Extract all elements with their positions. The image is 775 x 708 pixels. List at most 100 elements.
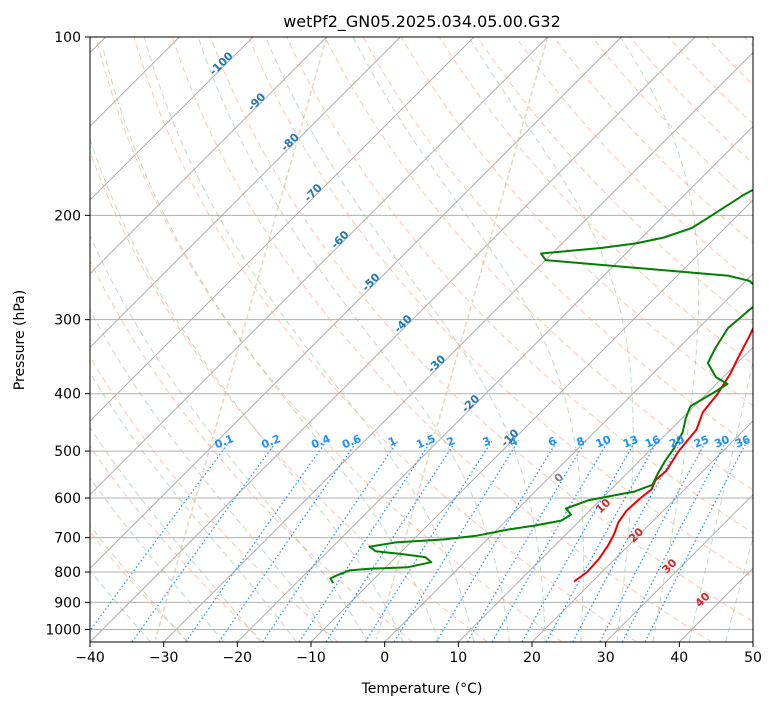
isotherm-line [384, 272, 753, 642]
isotherm-line [531, 420, 753, 642]
isotherm-line [457, 346, 753, 642]
dry-adiabat-line [286, 37, 753, 534]
isotherm-line [90, 37, 475, 422]
moist-adiabat-line [352, 37, 584, 642]
y-tick-label: 800 [54, 565, 81, 581]
isotherm-line [90, 37, 696, 642]
moist-adiabat-line [90, 477, 225, 642]
isotherm-line [90, 37, 254, 201]
moist-adiabat-line [90, 426, 261, 642]
moist-adiabat-line [90, 137, 404, 642]
dry-adiabat-line [210, 37, 753, 623]
y-tick-label: 400 [54, 387, 81, 403]
moist-adiabat-line [197, 37, 510, 642]
isotherm-line [90, 37, 549, 496]
x-tick-label: −40 [75, 650, 105, 666]
x-axis-label: Temperature (°C) [361, 681, 483, 697]
mixing-ratio-label: 8 [575, 434, 587, 449]
mixing-ratio-label: 2 [445, 434, 457, 449]
dry-adiabat-line [553, 37, 753, 244]
y-tick-label: 600 [54, 491, 81, 507]
isotherm-line [236, 125, 753, 642]
temperature-line [573, 326, 753, 583]
mixing-ratio-label: 36 [733, 433, 752, 451]
x-tick-label: −10 [296, 650, 326, 666]
x-tick-label: 10 [449, 650, 467, 666]
moist-adiabat-line [102, 49, 440, 642]
dry-adiabat-line [133, 37, 638, 642]
y-tick-label: 700 [54, 531, 81, 547]
x-tick-label: 40 [670, 650, 688, 666]
moist-adiabat-line [688, 358, 753, 642]
profile-series [329, 188, 753, 584]
dry-adiabat-line [90, 445, 264, 642]
moist-adiabat-line [725, 536, 753, 642]
dry-adiabat-line [515, 37, 753, 284]
mixing-ratio-label: 20 [667, 433, 686, 451]
mixing-ratio-label: 13 [621, 433, 640, 451]
x-axis: −40 −30 −20 −10 0 10 20 30 40 50 [75, 642, 762, 666]
x-tick-label: −30 [149, 650, 179, 666]
mixing-ratio-line [393, 440, 520, 642]
moist-adiabat-line [90, 234, 369, 642]
isotherm-line [90, 37, 328, 275]
isotherm-line [90, 37, 401, 349]
mixing-ratio-line [185, 440, 328, 642]
mixing-ratio-line [466, 440, 587, 642]
dry-adiabat-line [400, 37, 753, 407]
mixing-ratio-line [435, 440, 558, 642]
moist-adiabat-line [143, 37, 475, 642]
y-tick-label: 900 [54, 595, 81, 611]
y-tick-label: 300 [54, 313, 81, 329]
x-tick-label: 30 [597, 650, 615, 666]
mixing-ratio-line [298, 440, 432, 642]
x-tick-label: −20 [223, 650, 253, 666]
x-tick-label: 20 [523, 650, 541, 666]
mixing-ratio-line [491, 440, 609, 642]
y-tick-label: 100 [54, 30, 81, 46]
y-axis-label: Pressure (hPa) [12, 290, 28, 390]
moist-adiabat-line [265, 37, 546, 642]
mixing-ratio-line [262, 440, 399, 642]
x-tick-label: 0 [380, 650, 389, 666]
mixing-ratio-label: 16 [643, 433, 662, 451]
isotherm-line [90, 37, 622, 570]
mixing-ratio-line [90, 440, 231, 632]
dry-adiabat-line [362, 37, 753, 449]
dry-adiabat-line [90, 259, 414, 642]
dry-adiabat-line [90, 150, 488, 642]
chart-title: wetPf2_GN05.2025.034.05.00.G32 [283, 12, 561, 32]
adiabat-lines [90, 37, 753, 642]
mixing-ratio-line [545, 440, 659, 642]
mixing-ratio-line [521, 440, 637, 642]
y-axis: 100 200 300 400 500 600 700 800 900 1000 [45, 30, 90, 638]
dewpoint-line [329, 188, 753, 584]
mixing-ratio-line [131, 440, 278, 642]
mixing-ratio-line [325, 440, 457, 642]
dry-adiabat-line [438, 37, 753, 366]
moist-adiabat-line [90, 308, 333, 642]
isotherm-line [605, 493, 753, 642]
mixing-ratio-line [364, 440, 493, 642]
mixing-ratio-label: 30 [712, 433, 731, 451]
y-tick-label: 500 [54, 444, 81, 460]
y-tick-label: 200 [54, 208, 81, 224]
mixing-ratio-label: 25 [692, 433, 711, 451]
plot-frame [89, 36, 754, 643]
mixing-ratio-label: 1 [386, 434, 398, 449]
moist-adiabat-line [90, 371, 297, 642]
dry-adiabat-line [248, 37, 753, 578]
mixing-ratio-label: 10 [594, 433, 613, 451]
mixing-ratio-label: 3 [481, 434, 493, 449]
mixing-ratio-line [644, 440, 748, 642]
mixing-ratio-line [572, 440, 683, 642]
dry-adiabat-line [171, 37, 712, 642]
y-tick-label: 1000 [45, 622, 81, 638]
x-tick-label: 50 [744, 650, 762, 666]
isotherm-line [163, 51, 753, 642]
background-arc [375, 37, 549, 640]
moist-adiabat-line [619, 37, 700, 642]
grid-lines [90, 37, 753, 642]
